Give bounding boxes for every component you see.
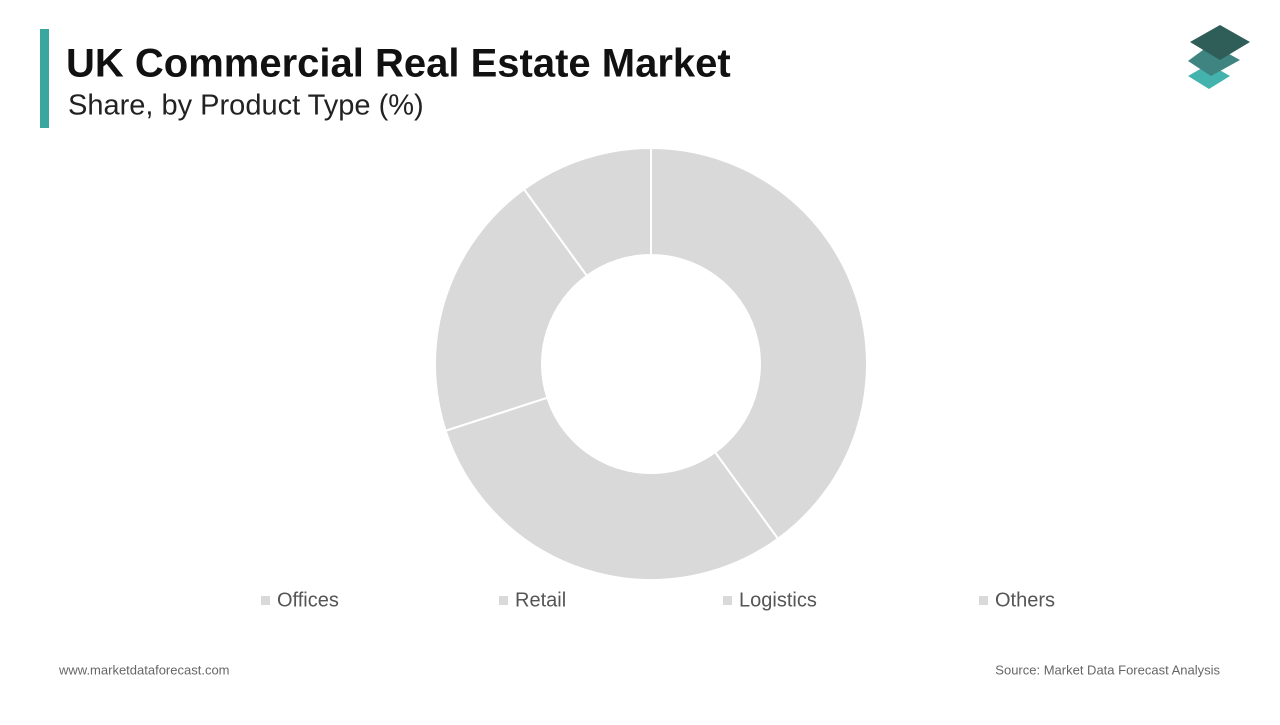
legend-label: Offices: [277, 589, 339, 611]
legend-swatch: [723, 596, 732, 605]
footer-website: www.marketdataforecast.com: [58, 662, 230, 677]
donut-segment: [650, 146, 868, 541]
legend-label: Logistics: [739, 589, 817, 611]
title-accent: [40, 29, 49, 128]
donut-segment: [434, 187, 589, 433]
donut-segment: [522, 146, 652, 278]
donut-segment: [444, 396, 780, 581]
legend-label: Others: [995, 589, 1055, 611]
chart-subtitle: Share, by Product Type (%): [68, 90, 424, 122]
legend-label: Retail: [515, 589, 566, 611]
legend-swatch: [499, 596, 508, 605]
legend-swatch: [979, 596, 988, 605]
footer-source: Source: Market Data Forecast Analysis: [995, 662, 1220, 677]
logo: [1188, 25, 1250, 89]
legend-swatch: [261, 596, 270, 605]
chart-title: UK Commercial Real Estate Market: [66, 42, 731, 86]
